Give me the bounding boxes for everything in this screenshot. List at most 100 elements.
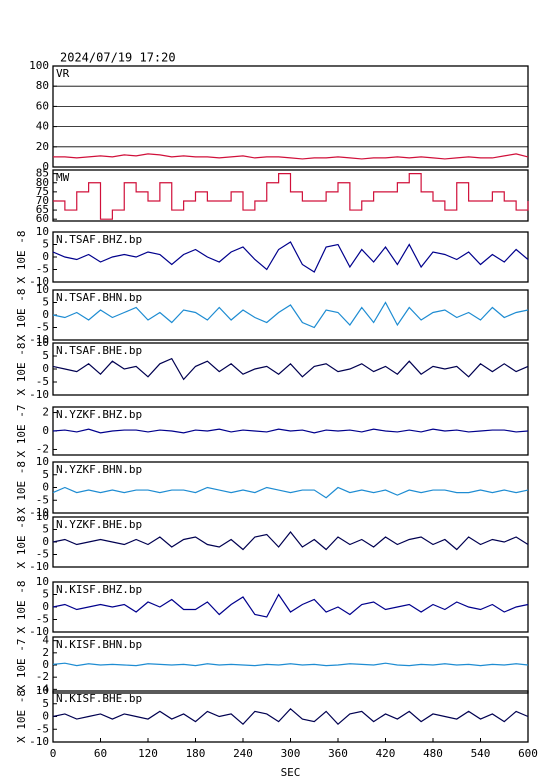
y-tick-label: -10: [29, 735, 49, 748]
y-axis-label: X 10E -8: [15, 461, 28, 514]
trace: [52, 531, 529, 551]
trace-label: N.KISF.BHN.bp: [56, 638, 142, 651]
y-tick-label: 0: [42, 658, 49, 671]
y-tick-label: 0: [42, 250, 49, 263]
trace: [52, 708, 529, 725]
y-tick-label: -5: [36, 722, 49, 735]
trace-label: VR: [56, 67, 70, 80]
y-tick-label: 85: [36, 167, 49, 180]
y-tick-label: 0: [42, 535, 49, 548]
y-axis-label: X 10E -7: [15, 639, 28, 692]
y-tick-label: 5: [42, 523, 49, 536]
trace: [52, 241, 529, 273]
trace-label: N.TSAF.BHE.bp: [56, 344, 142, 357]
y-tick-label: -5: [36, 493, 49, 506]
x-tick-label: 480: [423, 747, 443, 760]
x-tick-label: 240: [233, 747, 253, 760]
y-axis-label: X 10E -8: [15, 516, 28, 569]
y-tick-label: -5: [36, 548, 49, 561]
y-tick-label: 5: [42, 697, 49, 710]
y-tick-label: 10: [36, 283, 49, 296]
panel-frame: [52, 169, 529, 222]
trace-label: N.TSAF.BHZ.bp: [56, 233, 142, 246]
y-tick-label: -10: [29, 388, 49, 401]
trace: [53, 173, 529, 220]
y-tick-label: -10: [29, 506, 49, 519]
y-tick-label: -10: [29, 275, 49, 288]
y-axis-label: X 10E -8: [15, 581, 28, 634]
y-tick-label: 0: [42, 308, 49, 321]
trace-label: N.YZKF.BHN.bp: [56, 463, 142, 476]
trace-label: N.YZKF.BHZ.bp: [56, 408, 142, 421]
trace: [52, 662, 529, 667]
chart-title: 2024/07/19 17:20: [60, 51, 176, 65]
y-tick-label: 0: [42, 362, 49, 375]
trace: [52, 486, 529, 499]
x-tick-label: 360: [328, 747, 348, 760]
y-tick-label: 10: [36, 510, 49, 523]
y-tick-label: 0: [42, 481, 49, 494]
y-tick-label: -5: [36, 613, 49, 626]
x-tick-label: 60: [94, 747, 107, 760]
y-axis-label: X 10E -8: [15, 289, 28, 342]
y-tick-label: 60: [36, 99, 49, 112]
y-tick-label: 10: [36, 225, 49, 238]
y-tick-label: 10: [36, 455, 49, 468]
trace-label: N.KISF.BHZ.bp: [56, 583, 142, 596]
trace: [52, 301, 529, 329]
y-tick-label: 0: [42, 160, 49, 173]
trace-label: N.TSAF.BHN.bp: [56, 291, 142, 304]
x-tick-label: 120: [138, 747, 158, 760]
y-tick-label: 5: [42, 296, 49, 309]
y-tick-label: 5: [42, 588, 49, 601]
y-tick-label: 80: [36, 176, 49, 189]
y-tick-label: -5: [36, 263, 49, 276]
x-tick-label: 540: [471, 747, 491, 760]
x-tick-label: 420: [376, 747, 396, 760]
y-tick-label: -10: [29, 625, 49, 638]
y-tick-label: 5: [42, 238, 49, 251]
y-tick-label: 10: [36, 684, 49, 697]
y-tick-label: -10: [29, 560, 49, 573]
y-tick-label: -5: [36, 321, 49, 334]
x-axis-label: SEC: [281, 766, 301, 779]
y-tick-label: -2: [36, 442, 49, 455]
y-tick-label: 4: [42, 634, 49, 647]
y-axis-label: X 10E -8: [15, 690, 28, 743]
panel-frame: [52, 65, 529, 168]
y-axis-label: X 10E -8: [15, 343, 28, 396]
y-tick-label: 2: [42, 406, 49, 419]
y-tick-label: 10: [36, 575, 49, 588]
x-tick-label: 0: [50, 747, 57, 760]
y-tick-label: 0: [42, 424, 49, 437]
y-tick-label: 80: [36, 79, 49, 92]
y-tick-label: -4: [36, 682, 50, 695]
y-tick-label: 5: [42, 468, 49, 481]
trace: [52, 357, 529, 381]
trace-label: MW: [56, 171, 70, 184]
y-tick-label: 65: [36, 203, 49, 216]
y-tick-label: 0: [42, 710, 49, 723]
y-tick-label: -10: [29, 333, 49, 346]
x-tick-label: 180: [186, 747, 206, 760]
y-tick-label: 10: [36, 336, 49, 349]
y-tick-label: 0: [42, 600, 49, 613]
y-tick-label: -5: [36, 375, 49, 388]
trace: [52, 428, 529, 434]
y-tick-label: 100: [29, 59, 49, 72]
y-tick-label: 5: [42, 349, 49, 362]
y-tick-label: -2: [36, 670, 49, 683]
trace-label: N.YZKF.BHE.bp: [56, 518, 142, 531]
y-tick-label: 60: [36, 212, 49, 225]
y-tick-label: 40: [36, 120, 49, 133]
y-tick-label: 75: [36, 185, 49, 198]
y-tick-label: 70: [36, 194, 49, 207]
trace: [53, 153, 529, 160]
trace: [52, 593, 529, 618]
x-tick-label: 600: [518, 747, 538, 760]
y-axis-label: X 10E -8: [15, 231, 28, 284]
y-tick-label: 20: [36, 140, 49, 153]
x-tick-label: 300: [281, 747, 301, 760]
